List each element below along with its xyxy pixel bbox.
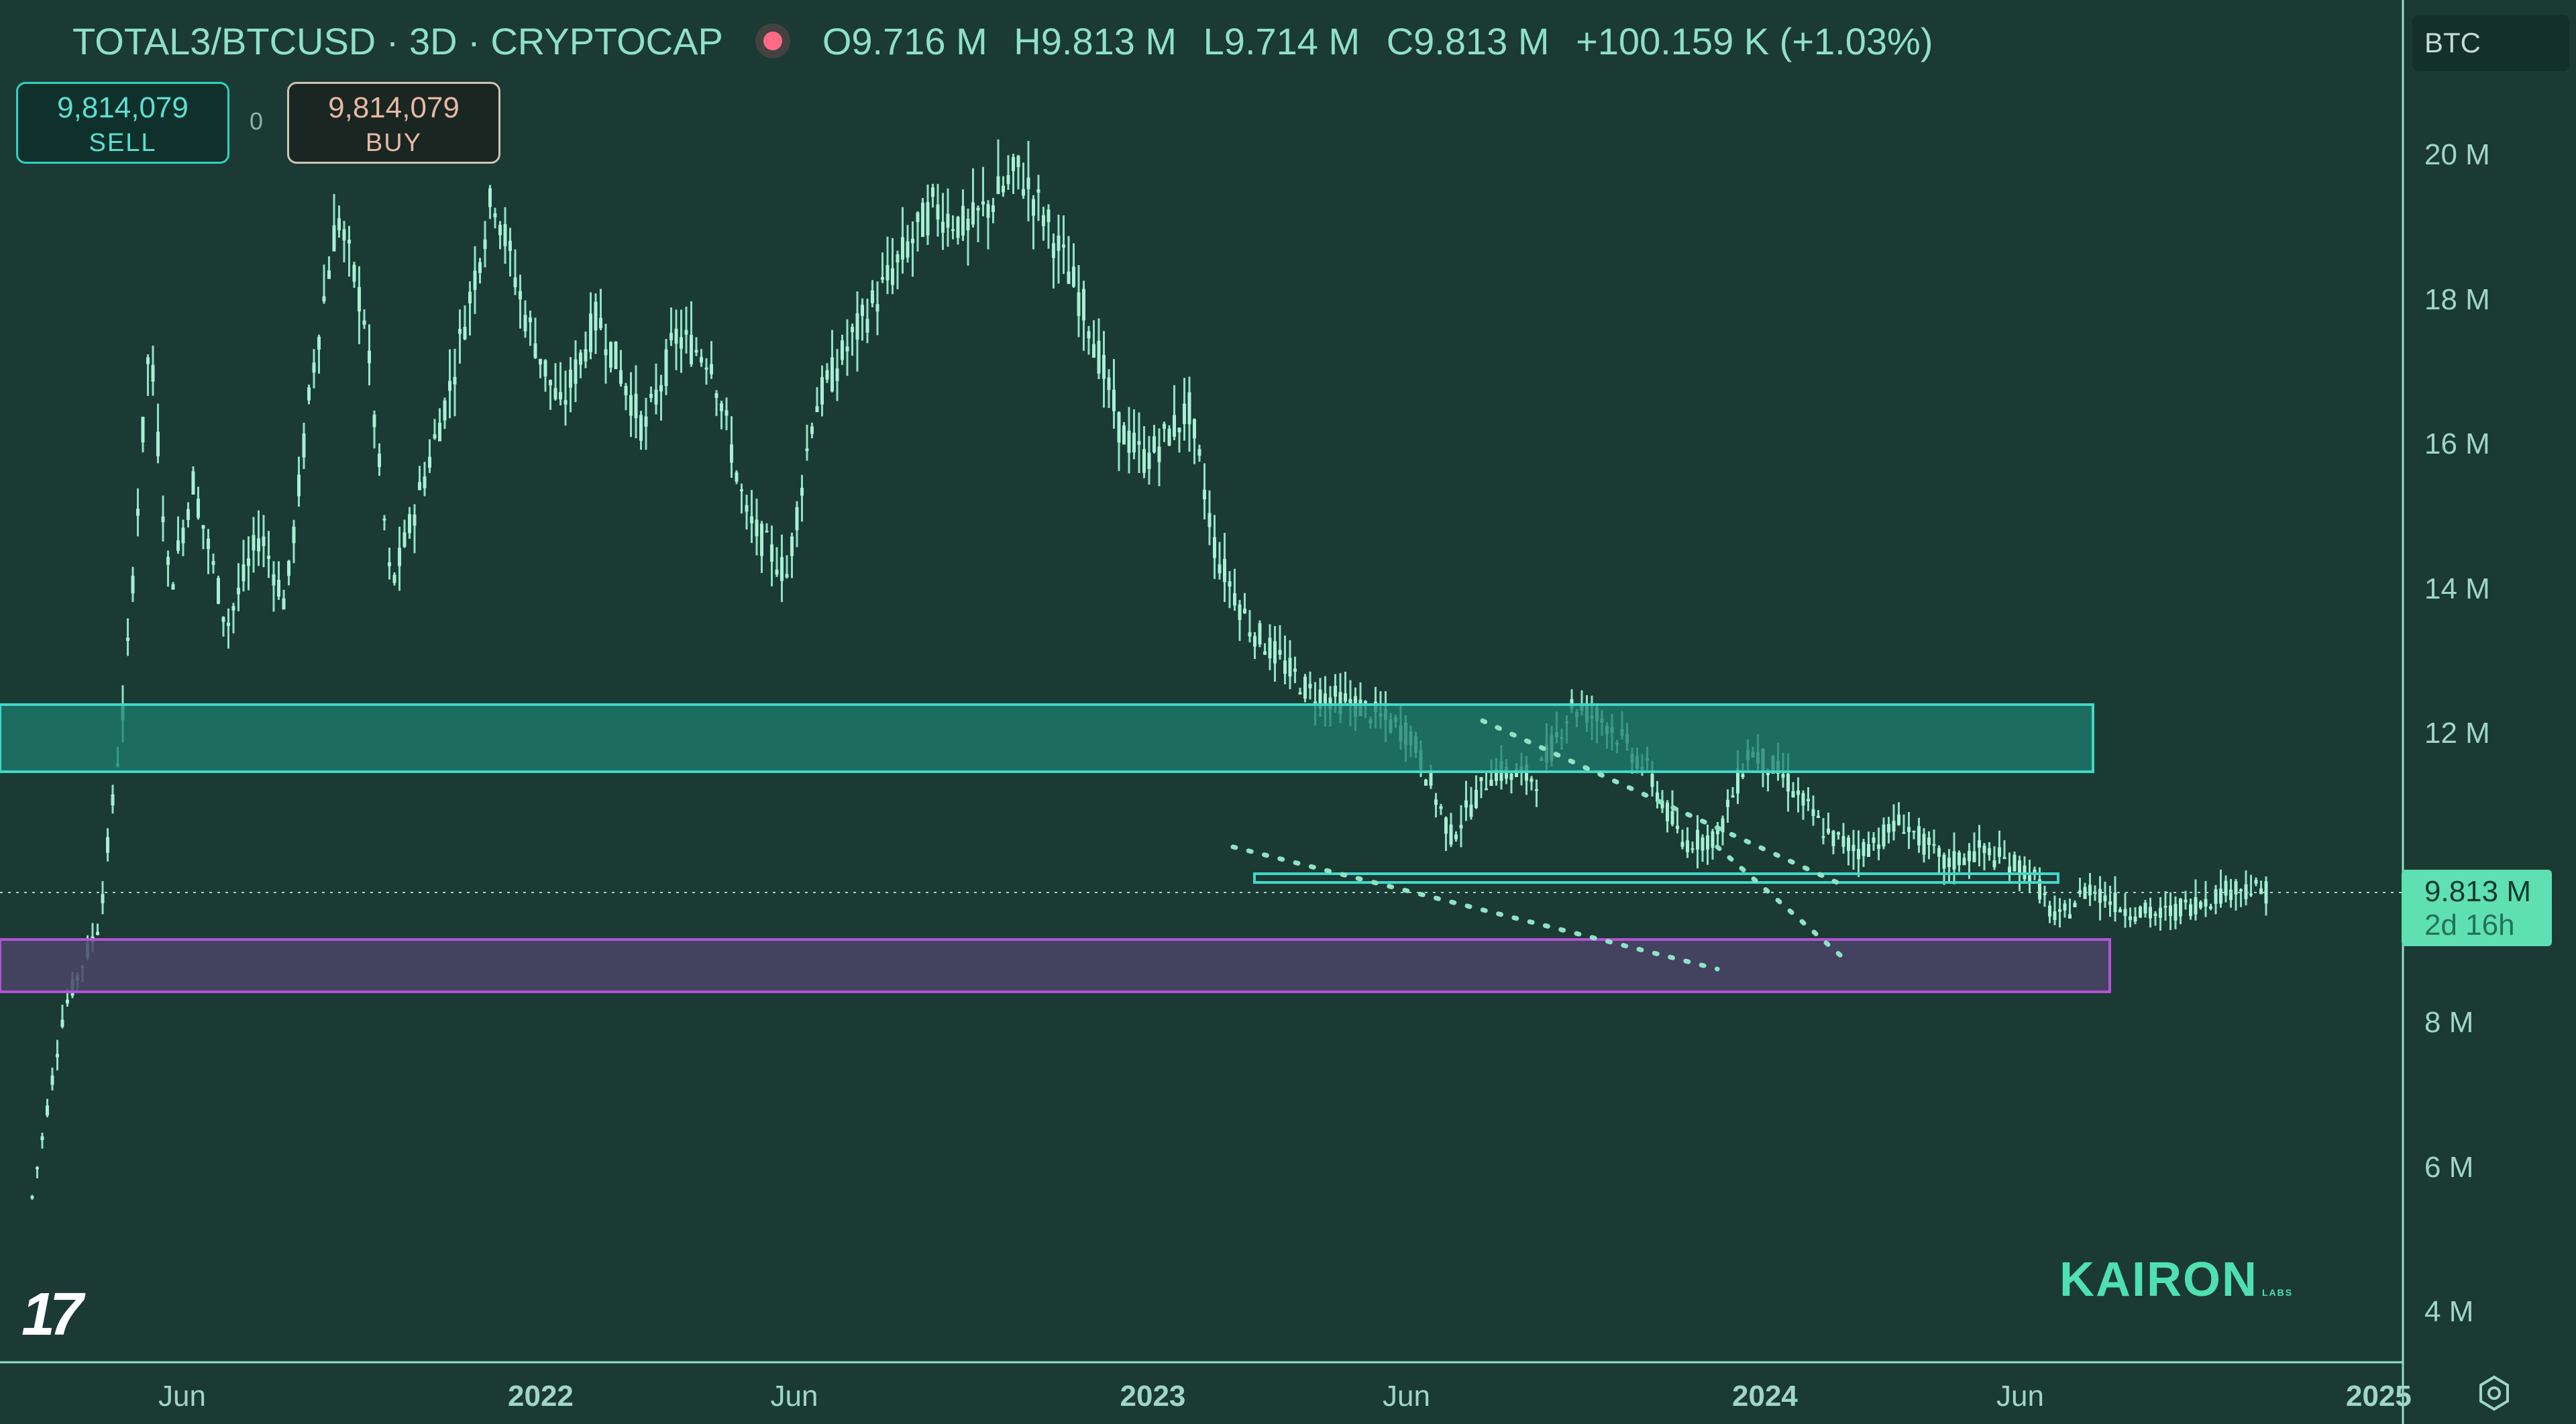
time-tick-label: 2022 bbox=[508, 1380, 574, 1413]
time-tick-label: Jun bbox=[1383, 1380, 1430, 1413]
time-tick-label: 2024 bbox=[1732, 1380, 1798, 1413]
settings-gear-icon[interactable] bbox=[2475, 1374, 2513, 1412]
bar-countdown: 2d 16h bbox=[2424, 909, 2515, 942]
candles-group bbox=[30, 139, 2268, 1200]
ohlc-low: L9.714 M bbox=[1203, 19, 1360, 62]
time-tick-label: 2025 bbox=[2346, 1380, 2412, 1413]
price-tick-label: 8 M bbox=[2424, 1006, 2474, 1039]
buy-price: 9,814,079 bbox=[328, 91, 460, 124]
sell-button[interactable]: 9,814,079 SELL bbox=[16, 82, 229, 164]
buy-button[interactable]: 9,814,079 BUY bbox=[287, 82, 500, 164]
last-price-tag: 9.813 M 2d 16h bbox=[2402, 870, 2552, 946]
price-tick-label: 20 M bbox=[2424, 138, 2490, 171]
tradingview-logo[interactable]: 17 bbox=[21, 1281, 83, 1348]
time-tick-label: Jun bbox=[770, 1380, 818, 1413]
time-tick-label: 2023 bbox=[1120, 1380, 1186, 1413]
price-tick-label: 16 M bbox=[2424, 427, 2490, 460]
wedge-extension-trendline[interactable] bbox=[1715, 844, 1844, 959]
range-rectangle[interactable] bbox=[1253, 872, 2059, 884]
wedge-upper-trendline[interactable] bbox=[1480, 718, 1844, 887]
spread-value: 0 bbox=[250, 107, 264, 135]
buy-label: BUY bbox=[365, 129, 423, 157]
price-tick-label: 4 M bbox=[2424, 1295, 2474, 1328]
symbol-title[interactable]: TOTAL3/BTCUSD · 3D · CRYPTOCAP bbox=[72, 19, 723, 62]
ohlc-change: +100.159 K (+1.03%) bbox=[1576, 19, 1933, 62]
ohlc-high: H9.813 M bbox=[1014, 19, 1177, 62]
price-tick-label: 12 M bbox=[2424, 717, 2490, 750]
time-tick-label: Jun bbox=[158, 1380, 206, 1413]
last-price-value: 9.813 M bbox=[2424, 875, 2531, 908]
market-status-icon bbox=[763, 32, 782, 50]
chart-header: TOTAL3/BTCUSD · 3D · CRYPTOCAP O9.716 M … bbox=[72, 15, 1949, 67]
time-tick-label: Jun bbox=[1996, 1380, 2044, 1413]
sell-label: SELL bbox=[89, 129, 157, 157]
currency-selector[interactable]: BTC bbox=[2412, 15, 2569, 71]
kairon-logo-text: KAIRON bbox=[2059, 1253, 2258, 1307]
ohlc-open: O9.716 M bbox=[822, 19, 987, 62]
price-tick-label: 14 M bbox=[2424, 572, 2490, 605]
resistance-zone[interactable] bbox=[0, 703, 2094, 773]
ohlc-values: O9.716 M H9.813 M L9.714 M C9.813 M +100… bbox=[822, 19, 1949, 63]
ohlc-close: C9.813 M bbox=[1386, 19, 1550, 62]
sell-price: 9,814,079 bbox=[57, 91, 189, 124]
wedge-lower-trendline[interactable] bbox=[1230, 844, 1720, 972]
price-tick-label: 6 M bbox=[2424, 1150, 2474, 1184]
support-zone[interactable] bbox=[0, 938, 2111, 993]
kairon-logo-sub: LABS bbox=[2262, 1287, 2294, 1298]
kairon-logo: KAIRON LABS bbox=[2059, 1252, 2293, 1307]
price-tick-label: 18 M bbox=[2424, 283, 2490, 316]
